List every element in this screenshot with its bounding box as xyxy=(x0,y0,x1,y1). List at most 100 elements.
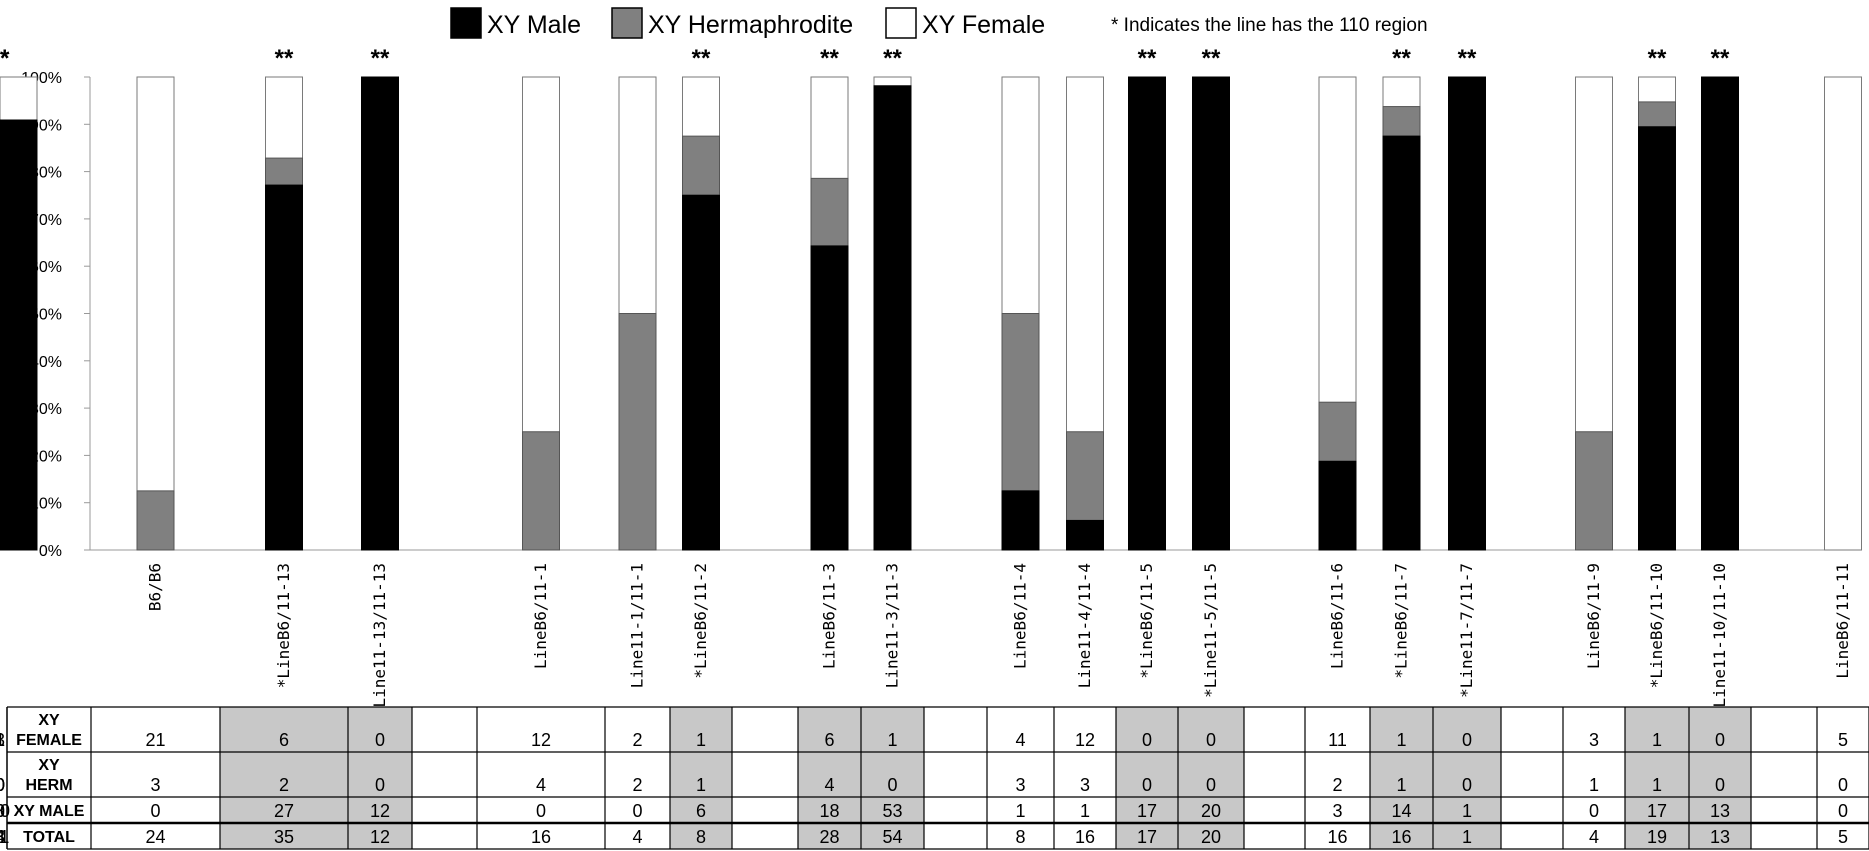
bar-significance-marker: ** xyxy=(275,45,294,72)
legend-swatch-1 xyxy=(450,7,482,39)
bar-segment-male xyxy=(265,184,303,551)
bar-significance-marker: ** xyxy=(1648,45,1667,72)
bar-segment-herm xyxy=(1001,313,1040,492)
table-cell-female: 0 xyxy=(1206,730,1216,750)
table-cell-female: 1 xyxy=(696,730,706,750)
bar-segment-male xyxy=(1192,76,1230,551)
bar-segment-herm xyxy=(265,157,303,186)
table-cell-female: 11 xyxy=(1328,730,1347,750)
x-tick-label: *Line11-7/11-7 xyxy=(1457,563,1476,698)
x-tick-label: Line11-4/11-4 xyxy=(1075,563,1094,688)
legend-swatch-3 xyxy=(885,7,917,39)
table-cell-male: 27 xyxy=(274,801,294,821)
y-tick-label-5: 50% xyxy=(30,307,62,324)
legend: XY Male XY Hermaphrodite XY Female xyxy=(450,7,1045,39)
bar-segment-male xyxy=(361,76,399,551)
table-cell-male: 1 xyxy=(1080,801,1090,821)
bar-1-1: Line11-1/11-1 xyxy=(618,76,657,688)
table-row-header: TOTAL xyxy=(23,829,75,846)
legend-item-3: XY Female xyxy=(885,7,1045,39)
table-cell-male: 0 xyxy=(0,801,5,821)
table-cell-herm: 1 xyxy=(1396,775,1406,795)
legend-label-1: XY Male xyxy=(487,11,581,39)
y-tick-label-9: 90% xyxy=(30,117,62,134)
table-cell-total: 54 xyxy=(882,827,902,847)
table-shaded-column xyxy=(220,707,348,849)
table-cell-female: 0 xyxy=(1142,730,1152,750)
table-cell-total: 20 xyxy=(1201,827,1221,847)
bar-segment-male xyxy=(1638,126,1676,551)
table-cell-female: 1 xyxy=(0,730,5,750)
legend-swatch-2 xyxy=(611,7,643,39)
table-cell-male: 0 xyxy=(1838,801,1848,821)
bar-4-0: LineB6/11-6 xyxy=(1318,76,1357,669)
y-tick-label-1: 10% xyxy=(30,496,62,513)
table-cell-total: 19 xyxy=(1647,827,1667,847)
table-cell-female: 21 xyxy=(145,730,165,750)
bar-3-2: ** *LineB6/11-5 xyxy=(1128,45,1166,679)
bar-segment-herm xyxy=(1318,401,1357,462)
x-tick-label: LineB6/11-9 xyxy=(1584,563,1603,669)
table-cell-female: 3 xyxy=(0,730,5,750)
table-cell-female: 6 xyxy=(824,730,834,750)
table-cell-total: 12 xyxy=(370,827,390,847)
table-cell-total: 17 xyxy=(1137,827,1157,847)
bar-3-1: Line11-4/11-4 xyxy=(1066,76,1104,688)
table-cell-female: 1 xyxy=(0,730,5,750)
y-tick-label-7: 70% xyxy=(30,212,62,229)
x-tick-label: LineB6/11-6 xyxy=(1328,563,1347,669)
bar-significance-marker: ** xyxy=(1202,45,1221,72)
table-cell-herm: 4 xyxy=(824,775,834,795)
x-tick-label: *LineB6/11-2 xyxy=(691,563,710,679)
table-cell-female: 5 xyxy=(1838,730,1848,750)
bar-segment-male xyxy=(1382,135,1421,551)
bar-segment-herm xyxy=(618,313,657,551)
bar-significance-marker: ** xyxy=(820,45,839,72)
bar-5-0: LineB6/11-9 xyxy=(1575,76,1613,669)
bar-4-1: ** *LineB6/11-7 xyxy=(1382,45,1421,679)
table-cell-total: 16 xyxy=(1327,827,1347,847)
bar-segment-herm xyxy=(522,431,560,551)
bars: B6/B6 ** *LineB6/11-13 ** *Line11-13/11-13 Li… xyxy=(0,45,1862,717)
bar-1-0: LineB6/11-1 xyxy=(522,76,560,669)
table-shaded-column xyxy=(1433,707,1501,849)
table-cell-male: 18 xyxy=(819,801,839,821)
table-cell-herm: 2 xyxy=(1332,775,1342,795)
table-cell-male: 17 xyxy=(1647,801,1667,821)
table-row-header: XY xyxy=(38,757,60,774)
legend-note: * Indicates the line has the 110 region xyxy=(1111,15,1428,36)
bar-segment-male xyxy=(810,245,849,551)
table-cell-female: 1 xyxy=(887,730,897,750)
bar-3-3: ** *Line11-5/11-5 xyxy=(1192,45,1230,698)
legend-item-2: XY Hermaphrodite xyxy=(611,7,853,39)
table-row-header: HERM xyxy=(25,777,72,794)
bar-segment-male xyxy=(0,119,38,551)
table-cell-herm: 0 xyxy=(375,775,385,795)
y-tick-label-3: 30% xyxy=(30,401,62,418)
y-tick-label-2: 20% xyxy=(30,448,62,465)
x-tick-label: Line11-3/11-3 xyxy=(883,563,902,688)
table-cell-herm: 1 xyxy=(1589,775,1599,795)
table-cell-herm: 0 xyxy=(0,775,5,795)
table-cell-female: 12 xyxy=(1075,730,1095,750)
x-tick-label: *Line11-13/11-13 xyxy=(370,563,389,717)
table-cell-herm: 0 xyxy=(1206,775,1216,795)
bar-5-1: ** *LineB6/11-10 xyxy=(1638,45,1676,688)
bar-segment-male xyxy=(1001,490,1040,551)
bar-segment-herm xyxy=(682,135,720,196)
table-cell-male: 0 xyxy=(632,801,642,821)
x-tick-label: LineB6/11-3 xyxy=(820,563,839,669)
table-row-header: XY MALE xyxy=(14,803,85,820)
table-cell-herm: 0 xyxy=(1142,775,1152,795)
table-cell-female: 4 xyxy=(1015,730,1025,750)
bar-6-3: ***Line11-12/11-12 xyxy=(0,45,38,551)
bar-significance-marker: ** xyxy=(0,45,10,72)
y-tick-label-8: 80% xyxy=(30,165,62,182)
table-cell-herm: 0 xyxy=(1715,775,1725,795)
bar-significance-marker: ** xyxy=(1138,45,1157,72)
table-cell-male: 1 xyxy=(1015,801,1025,821)
x-tick-label: Line11-1/11-1 xyxy=(628,563,647,688)
x-tick-label: LineB6/11-11 xyxy=(1833,563,1852,679)
